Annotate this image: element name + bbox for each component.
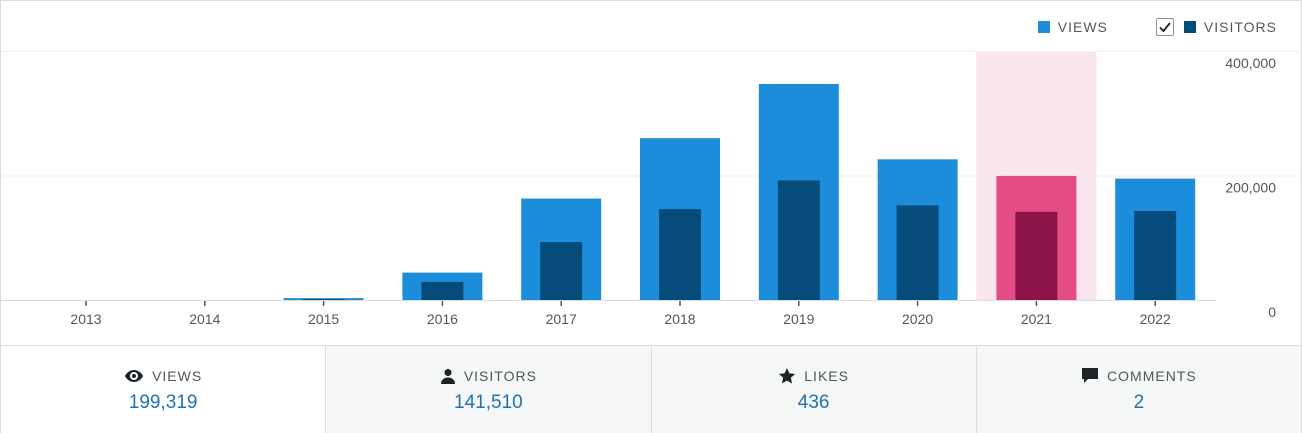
visitors-bar <box>1134 210 1177 300</box>
legend-views-label: VIEWS <box>1057 19 1108 35</box>
visitors-bar <box>777 180 820 300</box>
x-tick-label: 2021 <box>1021 311 1052 327</box>
x-tick-label: 2019 <box>783 311 814 327</box>
tab-visitors-label: VISITORS <box>463 367 537 384</box>
bar-chart: 2013 2014 2015 2016 2017 2018 2019 2020 2021 2022… <box>1 51 1301 327</box>
visitors-bar <box>896 205 939 300</box>
tab-visitors-value: 141,510 <box>454 391 523 413</box>
visitors-swatch <box>1183 21 1196 33</box>
tab-comments-label: COMMENTS <box>1107 367 1197 384</box>
x-tick-label: 2016 <box>427 311 458 327</box>
tab-likes[interactable]: LIKES 436 <box>650 346 976 433</box>
visitors-bar <box>302 299 345 300</box>
star-icon <box>778 367 796 385</box>
tab-likes-value: 436 <box>797 391 830 413</box>
tab-views[interactable]: VIEWS 199,319 <box>1 346 326 433</box>
eye-icon <box>124 369 144 383</box>
legend-visitors-label: VISITORS <box>1203 19 1277 35</box>
visitors-checkbox[interactable] <box>1155 18 1174 36</box>
visitors-bar <box>1015 211 1058 300</box>
person-icon <box>440 368 456 384</box>
y-tick-label: 0 <box>1268 304 1276 320</box>
stats-tabs: VIEWS 199,319 VISITORS 141,510 LIKES 436 <box>1 345 1301 433</box>
tab-comments-value: 2 <box>1133 391 1145 413</box>
y-tick-label: 400,000 <box>1225 55 1276 71</box>
tab-comments[interactable]: COMMENTS 2 <box>975 346 1301 433</box>
legend-views: VIEWS <box>1037 19 1108 35</box>
x-tick-label: 2014 <box>189 311 220 327</box>
visitors-bar <box>421 281 464 300</box>
tab-views-value: 199,319 <box>128 391 198 413</box>
chart-legend: VIEWS VISITORS <box>1037 18 1277 36</box>
views-swatch <box>1037 21 1050 33</box>
x-tick-label: 2022 <box>1140 311 1171 327</box>
visitors-bar <box>659 209 701 300</box>
x-tick-label: 2015 <box>308 311 339 327</box>
x-tick-label: 2020 <box>902 311 933 327</box>
tab-likes-label: LIKES <box>804 367 849 384</box>
tab-visitors[interactable]: VISITORS 141,510 <box>325 346 651 433</box>
visitors-bar <box>540 242 583 300</box>
y-tick-label: 200,000 <box>1225 180 1276 196</box>
legend-visitors[interactable]: VISITORS <box>1155 18 1277 36</box>
x-tick-label: 2018 <box>664 311 695 327</box>
checkmark-icon <box>1159 22 1171 33</box>
comment-icon <box>1081 367 1099 384</box>
x-tick-label: 2017 <box>546 311 577 327</box>
tab-views-label: VIEWS <box>152 367 203 384</box>
x-tick-label: 2013 <box>70 311 101 327</box>
